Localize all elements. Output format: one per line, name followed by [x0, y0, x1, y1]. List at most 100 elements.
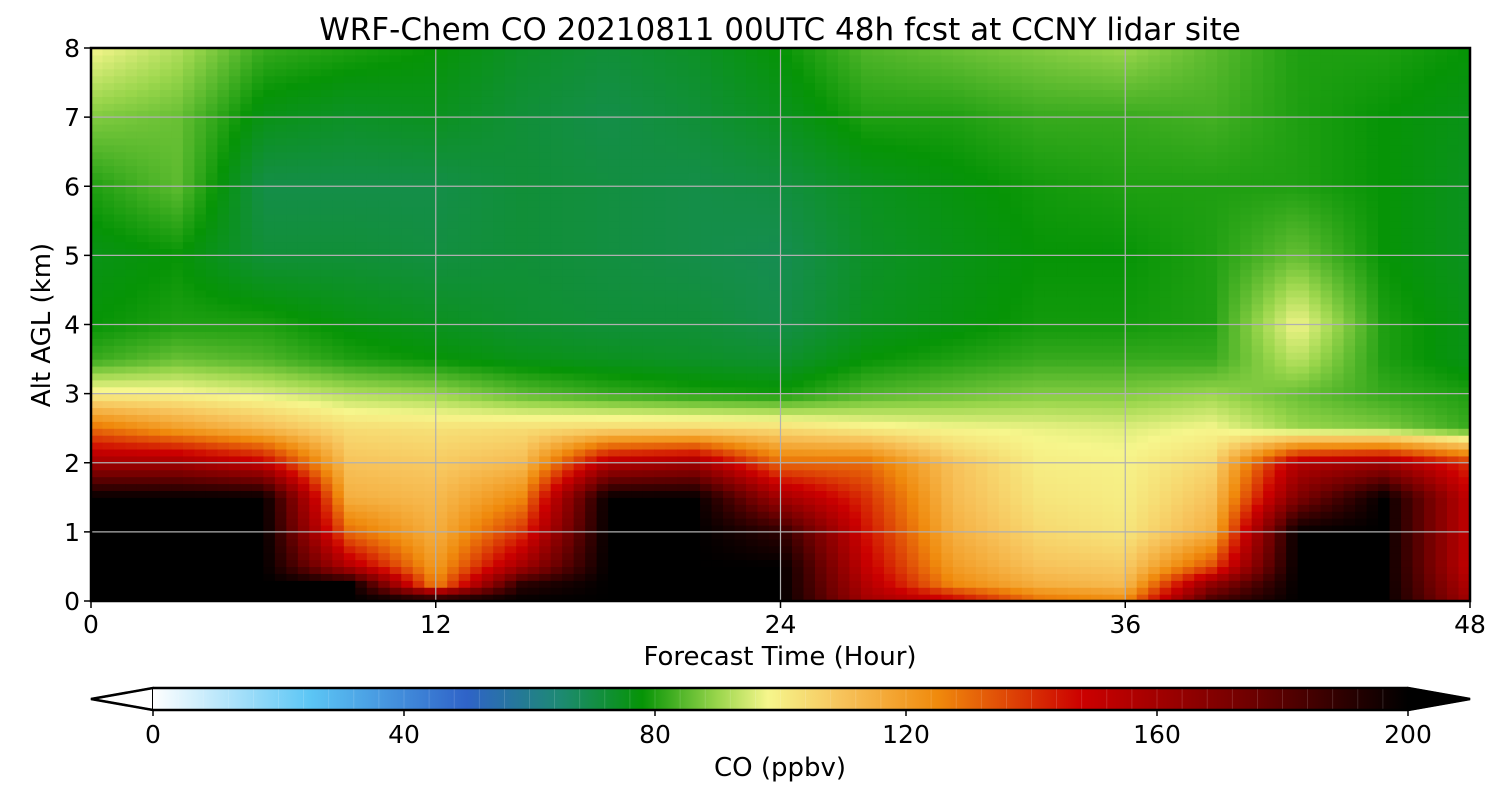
heatmap-cell	[654, 48, 667, 56]
heatmap-cell	[734, 269, 747, 277]
heatmap-cell	[596, 89, 609, 97]
heatmap-cell	[700, 283, 713, 291]
heatmap-cell	[665, 531, 678, 540]
heatmap-cell	[447, 504, 460, 512]
heatmap-cell	[642, 559, 655, 568]
heatmap-cell	[780, 262, 793, 270]
heatmap-cell	[412, 172, 425, 180]
heatmap-cell	[447, 193, 460, 201]
heatmap-cell	[677, 206, 690, 215]
heatmap-cell	[746, 89, 759, 97]
heatmap-cell	[274, 435, 287, 443]
heatmap-cell	[493, 186, 506, 194]
heatmap-cell	[746, 580, 759, 588]
heatmap-cell	[389, 296, 402, 305]
heatmap-cell	[366, 372, 379, 381]
heatmap-cell	[723, 476, 736, 485]
heatmap-cell	[148, 407, 161, 415]
heatmap-cell	[791, 531, 805, 540]
heatmap-cell	[585, 96, 598, 104]
heatmap-cell	[205, 234, 219, 243]
heatmap-cell	[240, 296, 253, 305]
heatmap-cell	[654, 234, 667, 243]
heatmap-cell	[470, 165, 483, 174]
heatmap-cell	[677, 518, 690, 526]
heatmap-cell	[424, 206, 437, 215]
heatmap-cell	[504, 68, 517, 77]
heatmap-cell	[194, 206, 207, 215]
heatmap-cell	[286, 303, 299, 312]
heatmap-cell	[470, 531, 483, 540]
heatmap-cell	[470, 490, 483, 498]
heatmap-cell	[493, 573, 506, 581]
heatmap-cell	[631, 124, 644, 132]
heatmap-cell	[481, 269, 494, 277]
heatmap-cell	[458, 552, 471, 561]
heatmap-cell	[320, 511, 333, 519]
heatmap-cell	[228, 206, 241, 215]
heatmap-cell	[274, 89, 287, 97]
heatmap-cell	[343, 317, 356, 326]
heatmap-cell	[125, 165, 138, 174]
heatmap-cell	[113, 435, 127, 443]
heatmap-cell	[573, 345, 586, 353]
heatmap-cell	[136, 407, 150, 415]
heatmap-cell	[746, 200, 759, 208]
heatmap-cell	[654, 317, 667, 326]
heatmap-cell	[688, 144, 701, 153]
heatmap-cell	[769, 255, 782, 263]
heatmap-cell	[91, 559, 104, 568]
heatmap-cell	[654, 469, 667, 478]
heatmap-cell	[458, 531, 471, 540]
heatmap-cell	[412, 580, 425, 588]
heatmap-cell	[791, 317, 805, 326]
heatmap-cell	[159, 227, 173, 236]
heatmap-cell	[332, 407, 345, 415]
heatmap-cell	[251, 365, 264, 374]
heatmap-cell	[734, 393, 747, 402]
heatmap-cell	[332, 365, 345, 374]
heatmap-cell	[182, 469, 196, 478]
heatmap-cell	[700, 518, 713, 526]
heatmap-cell	[608, 359, 621, 367]
heatmap-cell	[516, 172, 529, 180]
heatmap-cell	[274, 490, 287, 498]
heatmap-cell	[562, 234, 575, 243]
heatmap-cell	[378, 276, 391, 284]
heatmap-cell	[274, 365, 287, 374]
heatmap-cell	[734, 372, 747, 381]
heatmap-cell	[297, 276, 310, 284]
heatmap-cell	[619, 331, 632, 339]
heatmap-cell	[791, 241, 805, 250]
heatmap-cell	[171, 428, 184, 436]
heatmap-cell	[746, 518, 759, 526]
heatmap-cell	[780, 165, 793, 174]
heatmap-cell	[665, 248, 678, 256]
heatmap-cell	[309, 68, 322, 77]
heatmap-cell	[734, 421, 747, 429]
heatmap-cell	[343, 455, 356, 464]
heatmap-cell	[286, 524, 299, 533]
heatmap-cell	[447, 54, 460, 63]
heatmap-cell	[539, 234, 552, 243]
heatmap-cell	[527, 435, 540, 443]
heatmap-cell	[332, 455, 345, 464]
heatmap-cell	[700, 124, 713, 132]
heatmap-cell	[343, 573, 356, 581]
heatmap-cell	[297, 372, 310, 381]
heatmap-cell	[171, 110, 184, 118]
heatmap-cell	[481, 421, 494, 429]
heatmap-cell	[493, 61, 506, 70]
heatmap-cell	[102, 559, 115, 568]
heatmap-cell	[355, 442, 368, 450]
heatmap-cell	[458, 158, 471, 167]
heatmap-cell	[228, 234, 241, 243]
heatmap-cell	[378, 476, 391, 485]
heatmap-cell	[700, 442, 713, 450]
heatmap-cell	[435, 545, 448, 554]
heatmap-cell	[401, 531, 414, 540]
heatmap-cell	[228, 68, 241, 77]
heatmap-cell	[447, 483, 460, 491]
heatmap-cell	[182, 220, 196, 229]
heatmap-cell	[309, 165, 322, 174]
